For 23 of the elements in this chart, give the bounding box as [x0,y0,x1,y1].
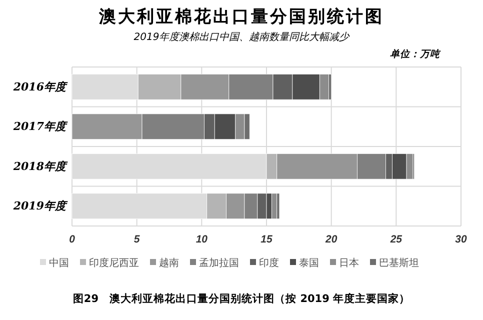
x-tick-label: 20 [324,233,338,246]
legend-label: 日本 [339,257,359,269]
y-tick-label: 2017年度 [12,120,68,134]
y-tick-label: 2019年度 [12,200,68,213]
text: 单位：万吨 [390,48,441,60]
legend-label: 印度尼西亚 [89,257,139,269]
y-tick-label: 2016年度 [12,80,68,94]
chart-title: 澳大利亚棉花出口量分国别统计图 [98,7,384,27]
legend-label: 孟加拉国 [199,257,239,269]
x-tick-label: 15 [260,233,272,246]
legend-label: 泰国 [299,258,319,269]
y-tick-label: 2018年度 [12,160,68,173]
legend-label: 巴基斯坦 [379,257,419,269]
legend-label: 越南 [159,257,179,269]
chart-subtitle: 2019年度澳棉出口中国、越南数量同比大幅减少 [134,31,350,43]
legend-label: 中国 [49,257,69,269]
x-tick-label: 0 [69,233,76,246]
legend-label: 印度 [259,257,279,269]
caption: 图29 澳大利亚棉花出口量分国别统计图（按 2019 年度主要国家） [72,292,410,305]
x-tick-label: 5 [134,233,140,246]
x-tick-label: 10 [196,233,208,246]
x-tick-label: 30 [455,233,467,246]
x-tick-label: 25 [389,233,402,246]
